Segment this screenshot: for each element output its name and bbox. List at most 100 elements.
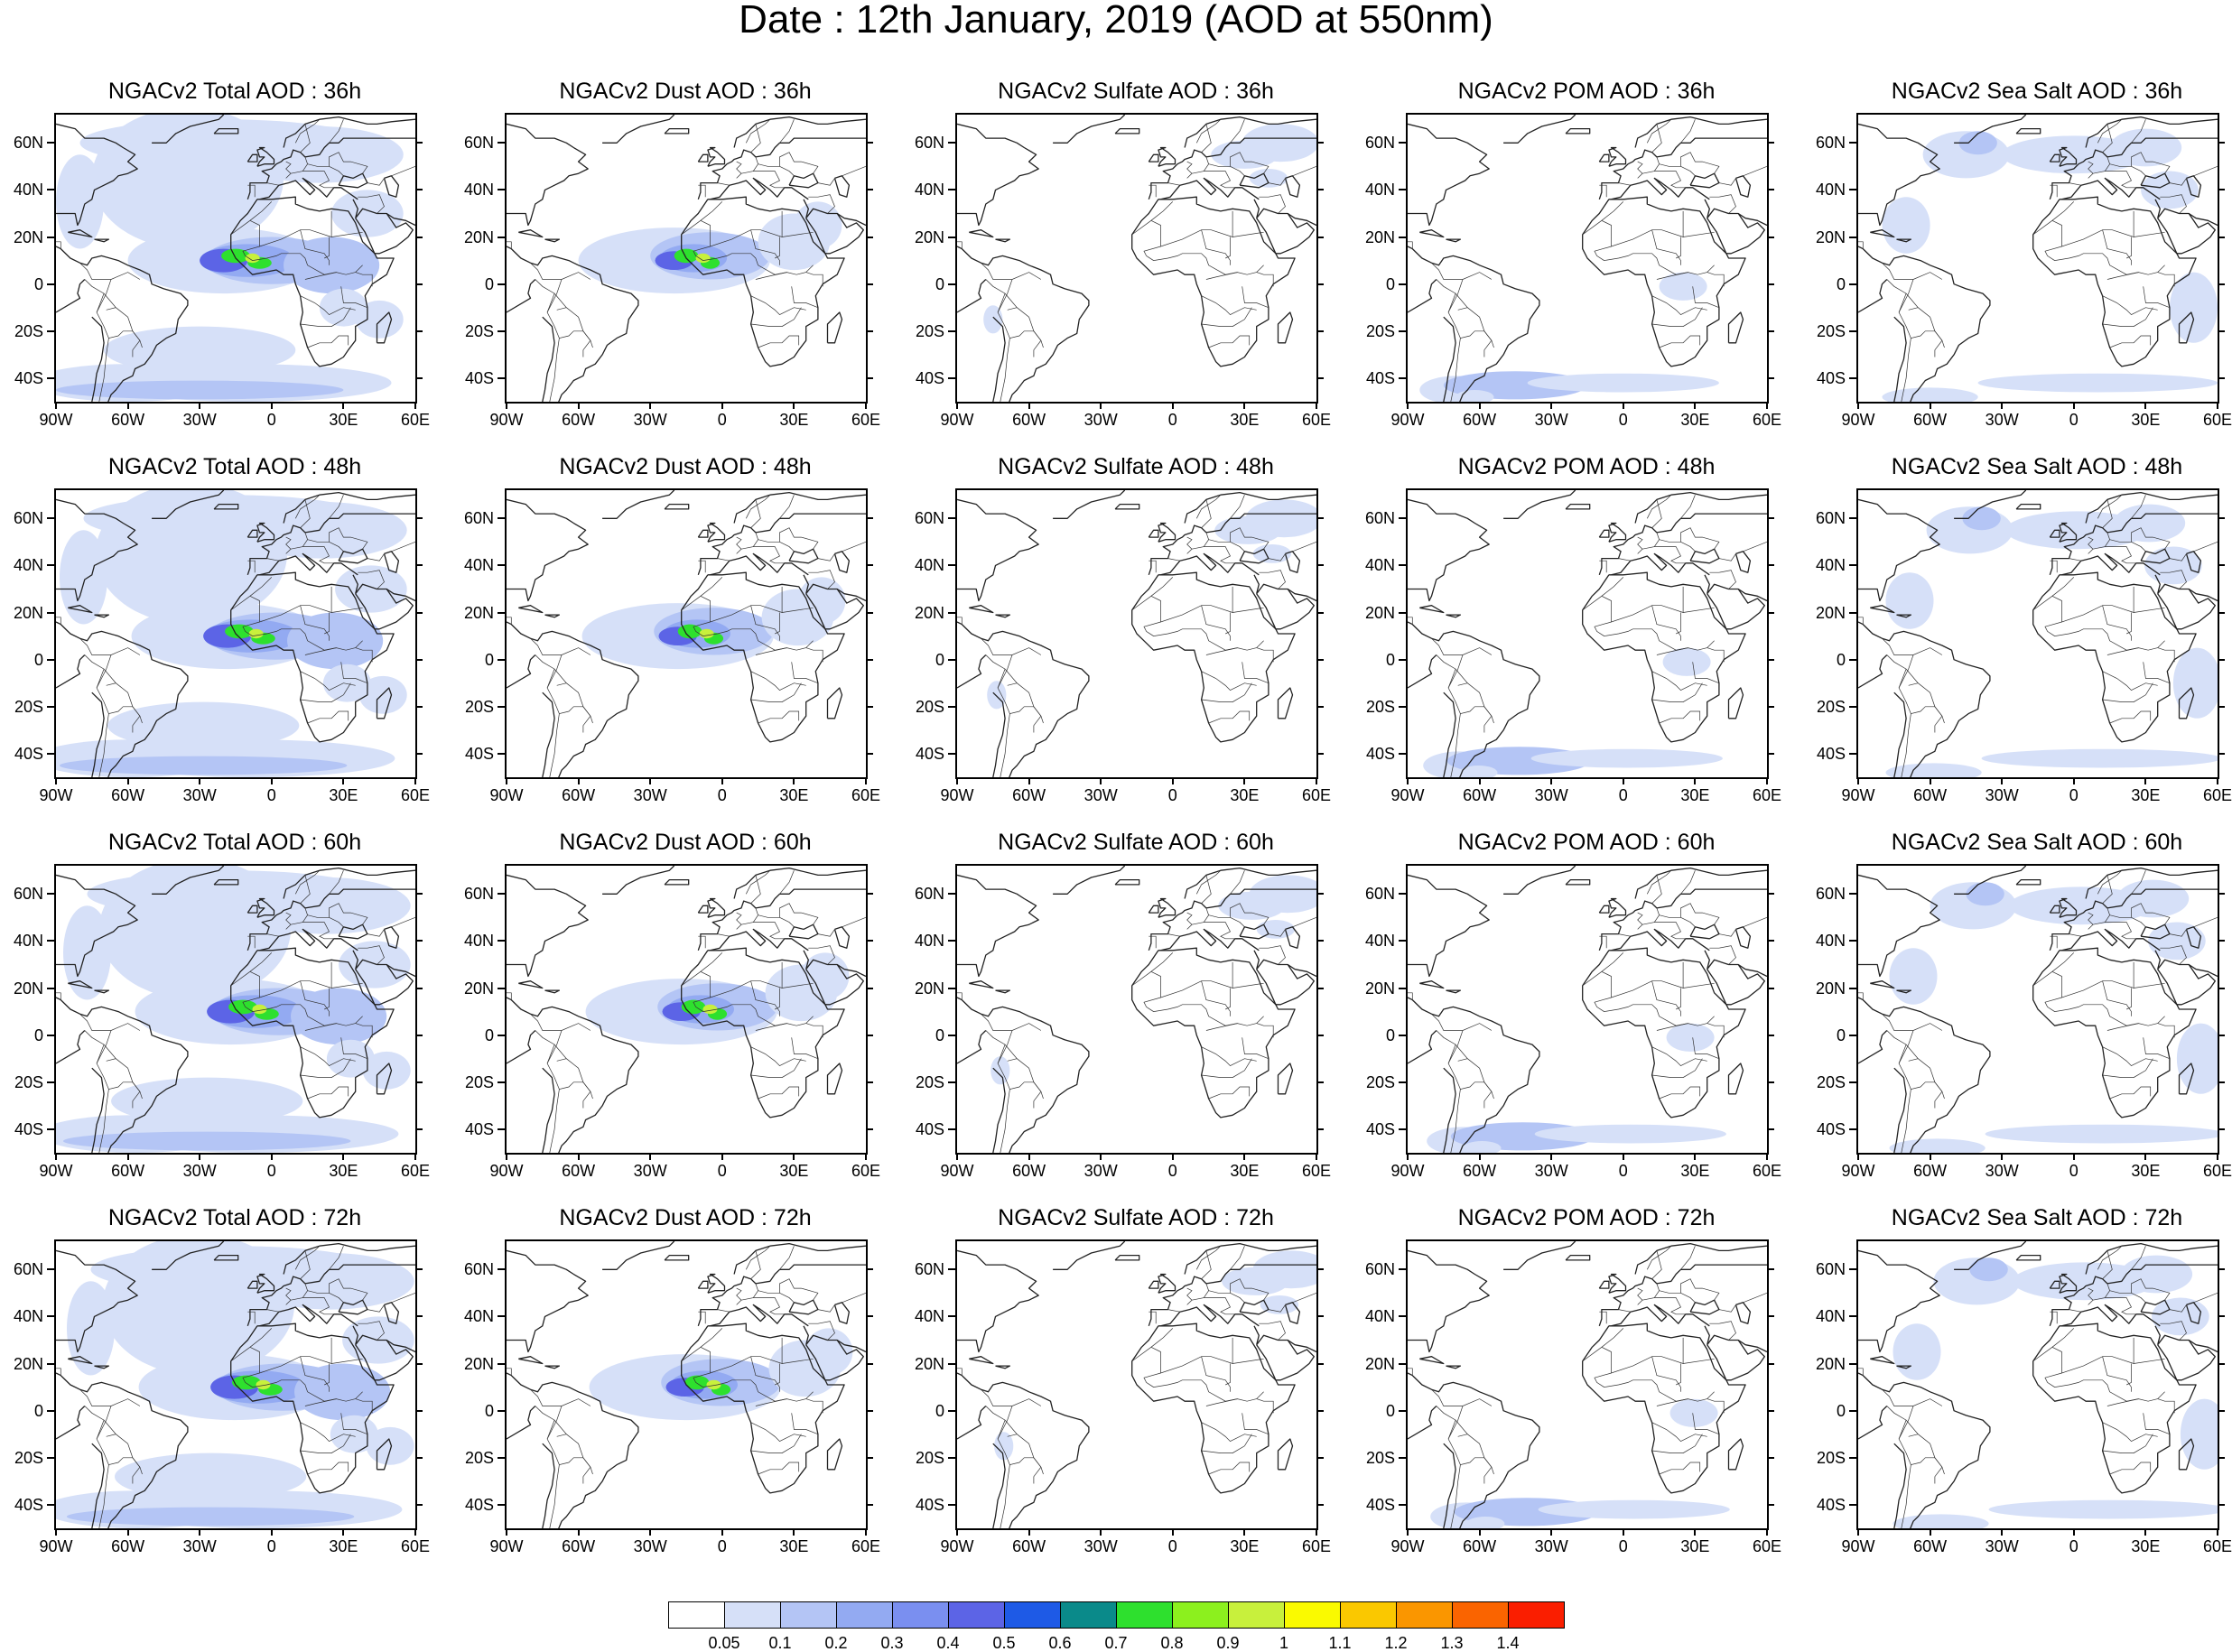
country-border — [1208, 1462, 1251, 1475]
latitude-label: 20S — [1816, 1072, 1846, 1091]
lat-tick — [47, 611, 54, 614]
longitude-label: 30W — [633, 1162, 667, 1180]
coastline — [2015, 127, 2041, 135]
latitude-label: 40N — [1364, 932, 1395, 951]
coastline — [1443, 691, 1456, 777]
country-border — [2097, 494, 2123, 519]
coastline — [386, 588, 415, 602]
country-border — [681, 201, 723, 236]
coastline — [68, 229, 93, 238]
country-border — [2092, 1283, 2110, 1301]
aod-contour — [2152, 1297, 2209, 1336]
country-border — [300, 682, 351, 702]
country-border — [2109, 527, 2171, 550]
coastline — [2154, 1325, 2161, 1345]
longitude-label: 90W — [39, 411, 73, 429]
lat-tick — [1849, 752, 1856, 755]
country-border — [1256, 272, 1274, 287]
coastline — [376, 1063, 393, 1095]
country-border — [717, 933, 730, 937]
coastline — [1148, 1280, 1159, 1289]
lat-tick — [948, 1315, 955, 1318]
coastline — [507, 1249, 589, 1353]
country-border — [1898, 654, 1914, 689]
country-border — [2051, 1337, 2134, 1374]
coastline — [1408, 1030, 1437, 1064]
country-border — [1651, 307, 1703, 327]
country-border — [96, 279, 112, 313]
country-border — [2106, 272, 2139, 280]
latitude-label: 0 — [484, 650, 494, 669]
coastline — [544, 989, 561, 994]
coastline — [1598, 137, 1767, 200]
country-border — [247, 935, 256, 949]
country-border — [2157, 647, 2175, 663]
country-border — [693, 621, 814, 651]
country-border — [1743, 916, 1767, 928]
coastline — [518, 229, 544, 238]
country-border — [1201, 124, 1212, 153]
lat-tick — [2218, 987, 2225, 989]
coastline — [1704, 199, 1710, 218]
panel-title: NGACv2 Sulfate AOD : 60h — [998, 830, 1274, 855]
lat-tick — [1767, 705, 1774, 708]
country-border — [391, 1292, 415, 1304]
country-border — [1191, 1283, 1209, 1301]
lon-tick — [1857, 1528, 1859, 1536]
coastline — [1858, 1406, 1888, 1440]
latitude-label: 40S — [464, 744, 494, 763]
country-border — [2102, 307, 2153, 327]
aod-contour — [246, 1253, 414, 1310]
coastline — [1954, 115, 2027, 144]
country-border — [2097, 869, 2123, 895]
aod-contour — [1893, 1514, 1989, 1528]
lat-tick — [1767, 1081, 1774, 1083]
longitude-label: 60W — [1913, 1537, 1948, 1555]
aod-contour — [684, 1375, 710, 1390]
latitude-label: 40N — [914, 556, 944, 575]
coastline — [969, 229, 994, 238]
latitude-label: 0 — [935, 274, 944, 293]
lat-tick — [1399, 658, 1406, 661]
longitude-label: 30W — [633, 1537, 667, 1555]
country-border — [300, 875, 311, 904]
coastline — [1148, 513, 1316, 576]
country-border — [1599, 935, 1607, 949]
country-border — [758, 710, 800, 724]
longitude-label: 90W — [1841, 1537, 1875, 1555]
longitude-label: 30E — [779, 786, 809, 804]
latitude-label: 20S — [464, 1448, 494, 1467]
aod-contour — [695, 253, 711, 264]
aod-contour — [797, 577, 846, 625]
aod-contour — [2116, 879, 2190, 918]
latitude-label: 60N — [1815, 885, 1846, 904]
colorbar-box — [1396, 1601, 1453, 1629]
lon-tick — [199, 402, 201, 409]
country-border — [230, 952, 273, 987]
longitude-label: 0 — [1167, 411, 1177, 429]
coastline — [836, 963, 866, 978]
country-border — [1131, 201, 1174, 236]
lon-tick — [2144, 1153, 2147, 1160]
coastline — [1565, 127, 1591, 135]
country-border — [681, 952, 723, 987]
country-border — [2193, 916, 2218, 928]
country-border — [1908, 1058, 1919, 1062]
country-border — [2102, 1356, 2132, 1392]
country-border — [1599, 184, 1607, 198]
country-border — [1637, 161, 1643, 179]
coastline — [2049, 905, 2060, 914]
country-border — [1149, 560, 1157, 573]
coastline — [2061, 1304, 2161, 1327]
latitude-label: 60N — [914, 134, 944, 153]
coastline — [56, 1406, 86, 1440]
country-border — [1651, 1250, 1662, 1279]
lat-tick — [1399, 564, 1406, 567]
lon-tick — [1407, 777, 1409, 784]
country-border — [1455, 326, 1484, 339]
lon-tick — [865, 1528, 867, 1536]
latitude-label: 20S — [464, 697, 494, 716]
coastline — [1287, 1339, 1316, 1353]
country-border — [2131, 916, 2146, 928]
latitude-label: 0 — [1836, 650, 1846, 669]
